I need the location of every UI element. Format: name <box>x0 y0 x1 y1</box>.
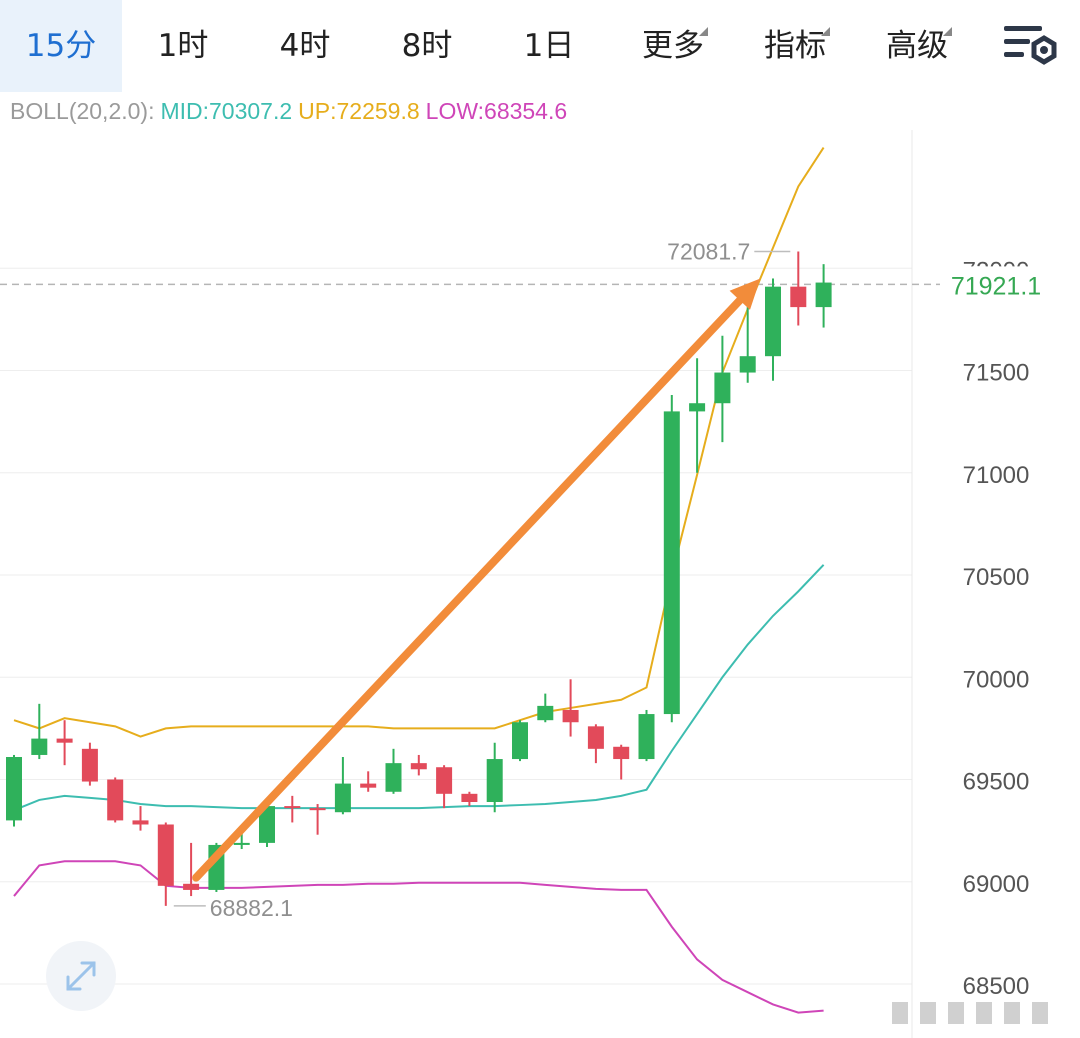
boll-up-line <box>14 148 824 737</box>
max-price-label: 72081.7 <box>667 239 750 265</box>
tab-7[interactable]: 指标 <box>734 0 856 92</box>
candle-body <box>790 287 806 307</box>
chart-settings-icon[interactable] <box>1000 18 1060 74</box>
candle-body <box>537 706 553 720</box>
candle-body <box>386 763 402 792</box>
candle-body <box>6 757 22 820</box>
tab-label: 4时 <box>280 28 331 64</box>
tab-label: 高级 <box>886 28 948 64</box>
candle-body <box>158 824 174 885</box>
candle-body <box>436 767 452 794</box>
y-tick-label: 71500 <box>963 360 1030 387</box>
expand-chart-button[interactable] <box>46 941 116 1011</box>
candle-body <box>664 411 680 714</box>
candle-body <box>714 373 730 404</box>
candle-body <box>740 356 756 372</box>
candle-body <box>310 808 326 810</box>
boll-low-value: LOW:68354.6 <box>426 98 568 124</box>
boll-label: BOLL(20,2.0): <box>10 98 154 124</box>
candle-body <box>461 794 477 802</box>
candle-body <box>689 403 705 411</box>
candle-body <box>234 843 250 845</box>
y-tick-label: 70000 <box>963 666 1030 693</box>
candle-body <box>107 780 123 821</box>
boll-indicator-legend: BOLL(20,2.0): MID:70307.2 UP:72259.8 LOW:68… <box>10 98 567 125</box>
boll-low-line <box>14 861 824 1012</box>
candle-body <box>335 784 351 813</box>
candle-body <box>512 722 528 759</box>
tab-2[interactable]: 1时 <box>122 0 244 92</box>
tab-3[interactable]: 4时 <box>244 0 366 92</box>
dropdown-caret-icon <box>943 27 952 36</box>
trend-arrow-shaft <box>196 300 740 877</box>
tab-5[interactable]: 1日 <box>488 0 610 92</box>
y-tick-label: 70500 <box>963 564 1030 591</box>
tab-label: 8时 <box>402 28 453 64</box>
y-tick-label: 69500 <box>963 769 1030 796</box>
candle-body <box>411 763 427 769</box>
tab-1[interactable]: 15分 <box>0 0 122 92</box>
tab-label: 指标 <box>764 28 826 64</box>
candle-body <box>183 884 199 890</box>
candle-body <box>816 283 832 308</box>
candle-body <box>284 806 300 808</box>
candle-body <box>133 820 149 824</box>
tab-8[interactable]: 高级 <box>856 0 978 92</box>
candle-body <box>487 759 503 802</box>
tab-6[interactable]: 更多 <box>612 0 734 92</box>
min-price-label: 68882.1 <box>210 895 293 921</box>
candle-body <box>360 784 376 788</box>
candle-body <box>82 749 98 782</box>
boll-mid-value: MID:70307.2 <box>160 98 292 124</box>
tab-label: 1日 <box>524 28 575 64</box>
boll-up-value: UP:72259.8 <box>298 98 419 124</box>
tab-label: 15分 <box>26 28 96 64</box>
candle-body <box>563 710 579 722</box>
dropdown-caret-icon <box>821 27 830 36</box>
tab-label: 更多 <box>642 28 704 64</box>
candle-body <box>31 739 47 755</box>
y-tick-label: 69000 <box>963 871 1030 898</box>
tab-4[interactable]: 8时 <box>366 0 488 92</box>
candle-body <box>639 714 655 759</box>
dropdown-caret-icon <box>699 27 708 36</box>
y-tick-label: 71000 <box>963 462 1030 489</box>
candle-body <box>57 739 73 743</box>
watermark-dots <box>890 996 1070 1030</box>
candle-body <box>588 726 604 748</box>
expand-icon <box>46 941 116 1011</box>
timeframe-tabbar: 15分 1时 4时 8时 1日 更多 指标 高级 <box>0 0 1080 92</box>
candlestick-chart[interactable]: 6850069000695007000070500710007150072000… <box>0 130 1080 1038</box>
candle-body <box>765 287 781 357</box>
tab-label: 1时 <box>158 28 209 64</box>
candle-body <box>613 747 629 759</box>
current-price-label: 71921.1 <box>951 272 1041 300</box>
